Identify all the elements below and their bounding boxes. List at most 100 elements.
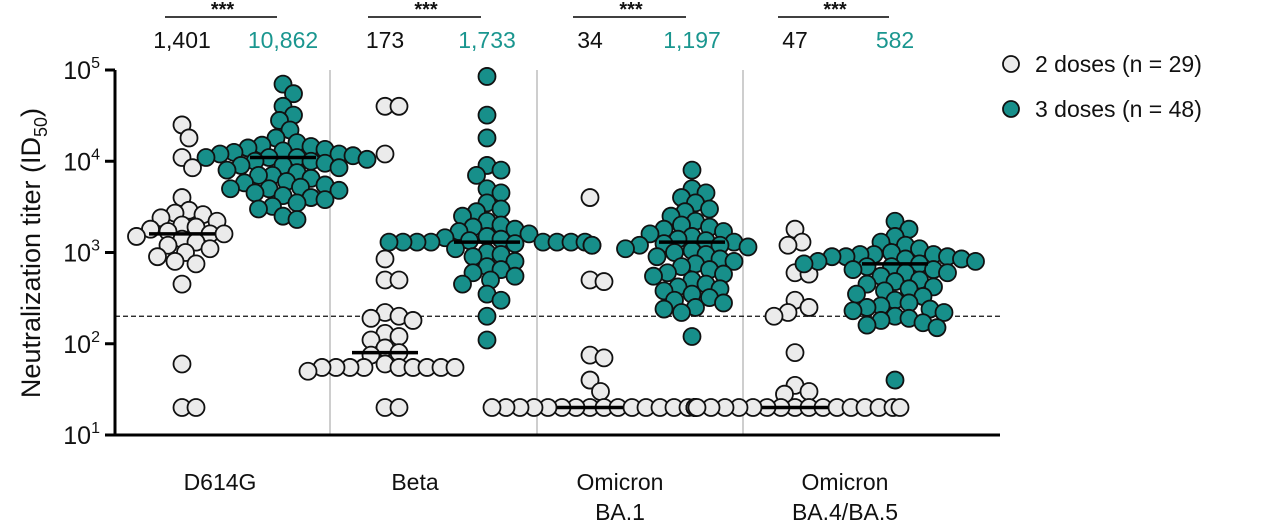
legend: 2 doses (n = 29) 3 doses (n = 48) <box>1002 51 1202 122</box>
y-axis-label-text: Neutralization titer (ID50) <box>16 108 51 398</box>
gmt-label-two-doses: 1,401 <box>153 27 211 53</box>
y-tick-base: 10 <box>63 57 91 85</box>
data-point-three-doses <box>714 293 733 313</box>
data-point-three-doses <box>357 149 377 169</box>
data-point-three-doses <box>477 128 497 148</box>
y-tick-exponent: 1 <box>91 420 100 437</box>
data-point-three-doses <box>249 199 268 219</box>
legend-label: 3 doses (n = 48) <box>1035 96 1202 122</box>
significance-stars: *** <box>414 0 438 21</box>
data-point-two-doses <box>172 274 192 294</box>
data-point-two-doses <box>375 144 395 164</box>
data-point-three-doses <box>467 165 486 185</box>
data-point-two-doses <box>687 398 707 417</box>
data-point-three-doses <box>379 232 399 252</box>
gmt-label-three-doses: 10,862 <box>248 27 318 53</box>
center-lines <box>149 155 928 410</box>
data-point-two-doses <box>580 370 600 390</box>
data-point-three-doses <box>491 290 511 310</box>
gmt-label-three-doses: 1,733 <box>458 27 516 53</box>
data-point-two-doses <box>214 224 234 244</box>
data-point-three-doses <box>196 148 216 167</box>
y-tick-label: 105 <box>63 55 100 85</box>
data-point-two-doses <box>482 398 502 417</box>
gmt-label-two-doses: 173 <box>366 27 404 53</box>
data-point-three-doses <box>682 160 702 180</box>
data-point-two-doses <box>580 188 600 207</box>
data-point-three-doses <box>899 293 919 313</box>
data-point-two-doses <box>799 382 819 401</box>
significance-stars: *** <box>211 0 235 21</box>
data-point-two-doses <box>764 306 784 326</box>
data-point-three-doses <box>966 251 985 271</box>
y-tick-label: 103 <box>63 238 100 268</box>
y-tick-label: 104 <box>63 146 100 176</box>
data-point-three-doses <box>738 237 758 257</box>
data-point-three-doses <box>477 330 497 350</box>
data-point-three-doses <box>938 263 957 283</box>
data-point-three-doses <box>217 160 237 180</box>
y-tick-base: 10 <box>63 331 91 359</box>
data-point-three-doses <box>843 301 863 321</box>
data-point-two-doses <box>200 239 220 259</box>
data-point-three-doses <box>934 303 954 322</box>
data-point-three-doses <box>647 247 667 267</box>
data-point-two-doses <box>591 382 610 401</box>
data-point-two-doses <box>389 270 409 290</box>
data-point-three-doses <box>616 239 635 259</box>
data-point-two-doses <box>158 235 178 255</box>
x-category-label: BA.1 <box>595 499 645 525</box>
data-point-two-doses <box>445 358 465 377</box>
data-point-two-doses <box>799 298 819 317</box>
data-point-three-doses <box>315 190 335 209</box>
data-point-two-doses <box>298 361 318 381</box>
gmt-label-two-doses: 34 <box>577 27 603 53</box>
y-tick-exponent: 2 <box>91 329 100 346</box>
x-category-label: Beta <box>391 469 439 495</box>
data-point-two-doses <box>785 343 805 362</box>
data-point-three-doses <box>287 193 307 213</box>
legend-label: 2 doses (n = 29) <box>1035 51 1202 77</box>
data-point-two-doses <box>186 254 206 274</box>
data-point-three-doses <box>582 235 602 255</box>
y-tick-exponent: 3 <box>91 238 100 255</box>
data-point-two-doses <box>778 235 798 255</box>
data-point-three-doses <box>446 239 465 259</box>
data-point-three-doses <box>682 327 702 346</box>
data-point-two-doses <box>594 272 614 291</box>
significance-stars: *** <box>619 0 643 21</box>
data-point-two-doses <box>389 398 409 417</box>
x-category-label: Omicron <box>802 469 889 495</box>
data-point-two-doses <box>179 128 199 148</box>
y-tick-base: 10 <box>63 148 91 176</box>
group-annotations: 1,401 10,862 *** D614G 173 1,733 *** Beta 34 1,19… <box>153 0 914 525</box>
data-point-two-doses <box>148 247 167 267</box>
data-point-three-doses <box>794 254 814 274</box>
data-point-three-doses <box>477 67 497 86</box>
data-point-three-doses <box>284 84 303 104</box>
data-point-two-doses <box>403 311 423 330</box>
data-point-three-doses <box>672 303 691 322</box>
data-point-three-doses <box>843 260 863 279</box>
significance-stars: *** <box>823 0 847 21</box>
gmt-label-two-doses: 47 <box>782 27 808 53</box>
x-category-label: D614G <box>184 469 257 495</box>
data-point-two-doses <box>361 308 381 328</box>
data-point-three-doses <box>724 251 744 271</box>
data-point-three-doses <box>453 274 472 294</box>
y-tick-exponent: 4 <box>91 146 100 163</box>
data-point-two-doses <box>594 348 614 368</box>
x-category-label: BA.4/BA.5 <box>792 499 898 525</box>
data-point-two-doses <box>165 251 185 271</box>
legend-marker <box>1002 55 1020 73</box>
data-point-three-doses <box>329 180 349 200</box>
data-point-three-doses <box>463 263 483 283</box>
data-point-three-doses <box>519 224 539 244</box>
data-point-three-doses <box>477 306 497 326</box>
data-point-two-doses <box>127 227 146 246</box>
legend-marker <box>1002 100 1020 118</box>
data-point-two-doses <box>183 158 202 178</box>
y-tick-label: 102 <box>63 329 100 359</box>
